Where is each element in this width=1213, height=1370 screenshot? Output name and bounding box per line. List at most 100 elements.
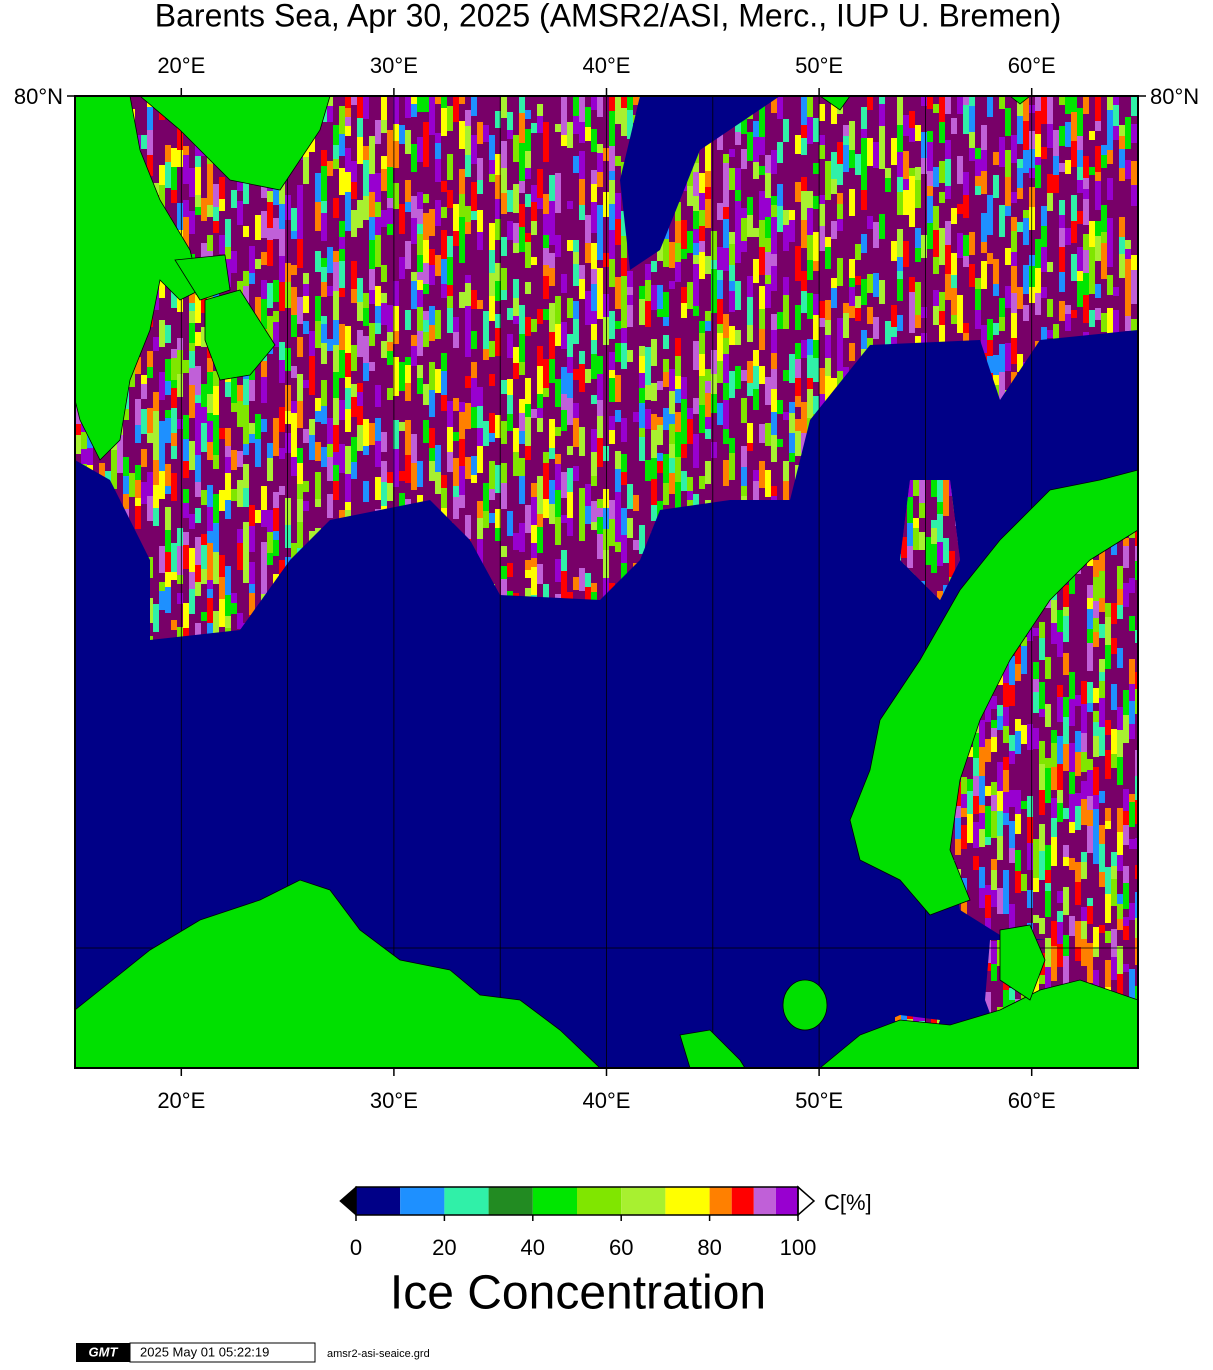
ice-cell (489, 223, 495, 250)
ice-cell (225, 552, 231, 566)
ice-cell (471, 220, 477, 242)
ice-cell (195, 582, 201, 596)
ice-cell (219, 599, 225, 627)
ice-cell (531, 430, 537, 458)
ice-cell (537, 96, 543, 104)
ice-cell (609, 96, 615, 111)
ice-cell (411, 309, 417, 323)
ice-cell (717, 270, 723, 280)
ice-cell (699, 354, 705, 376)
ice-cell (1047, 211, 1053, 234)
ice-cell (1065, 282, 1071, 305)
ice-cell (795, 281, 801, 305)
ice-cell (381, 265, 387, 282)
ice-cell (519, 305, 525, 334)
ice-cell (561, 188, 567, 210)
ice-cell (1059, 146, 1065, 163)
ice-cell (849, 343, 855, 361)
ice-cell (537, 418, 543, 432)
ice-cell (315, 472, 321, 499)
ice-cell (267, 510, 273, 532)
ice-cell (495, 438, 501, 465)
ice-cell (765, 112, 771, 140)
ice-cell (171, 592, 177, 620)
ice-cell (159, 364, 165, 372)
ice-cell (987, 319, 993, 340)
ice-cell (579, 541, 585, 568)
ice-cell (657, 360, 663, 381)
ice-cell (765, 238, 771, 252)
ice-cell (597, 319, 603, 341)
ice-cell (225, 420, 231, 428)
ice-cell (873, 222, 879, 248)
ice-cell (495, 509, 501, 528)
ice-cell (903, 115, 909, 136)
ice-cell (597, 172, 603, 187)
ice-cell (177, 482, 183, 499)
ice-cell (441, 207, 447, 218)
ice-cell (549, 566, 555, 594)
ice-cell (681, 424, 687, 444)
ice-cell (141, 375, 147, 384)
ice-cell (369, 304, 375, 323)
ice-cell (417, 209, 423, 224)
ice-cell (219, 428, 225, 439)
ice-cell (243, 379, 249, 405)
ice-cell (165, 162, 171, 188)
ice-cell (513, 379, 519, 390)
ice-cell (507, 460, 513, 487)
ice-cell (1077, 224, 1083, 238)
ice-cell (591, 486, 597, 501)
ice-cell (651, 430, 657, 458)
ice-cell (1023, 321, 1029, 333)
ice-cell (549, 96, 555, 119)
ice-cell (195, 565, 201, 582)
ice-cell (867, 307, 873, 324)
ice-cell (735, 454, 741, 470)
ice-cell (825, 138, 831, 161)
ice-cell (519, 375, 525, 399)
ice-cell (597, 187, 603, 205)
ice-cell (369, 269, 375, 290)
ice-cell (819, 121, 825, 135)
ice-cell (411, 463, 417, 490)
ice-cell (453, 432, 459, 441)
ice-cell (549, 504, 555, 524)
ice-cell (243, 542, 249, 557)
ice-cell (855, 276, 861, 285)
ice-cell (297, 185, 303, 212)
ice-cell (303, 481, 309, 492)
ice-cell (567, 271, 573, 298)
ice-cell (435, 310, 441, 339)
ice-cell (105, 449, 111, 471)
ice-cell (705, 342, 711, 369)
ice-cell (315, 287, 321, 296)
ice-cell (501, 360, 507, 380)
ice-cell (945, 127, 951, 140)
ice-cell (177, 122, 183, 150)
ice-cell (555, 213, 561, 226)
ice-cell (645, 385, 651, 400)
ice-cell (615, 492, 621, 515)
ice-cell (501, 557, 507, 566)
ice-cell (795, 407, 801, 419)
ice-cell (669, 458, 675, 473)
ice-cell (177, 584, 183, 593)
ice-cell (513, 504, 519, 533)
ice-cell (147, 351, 153, 367)
ice-cell (441, 466, 447, 475)
ice-cell (267, 481, 273, 496)
ice-cell (777, 290, 783, 301)
ice-cell (615, 402, 621, 410)
ice-cell (273, 311, 279, 322)
ice-cell (483, 199, 489, 227)
ice-cell (651, 310, 657, 339)
ice-cell (525, 129, 531, 151)
ice-cell (525, 570, 531, 578)
ice-cell (957, 96, 963, 114)
ice-cell (333, 398, 339, 425)
ice-cell (603, 123, 609, 132)
ice-cell (735, 168, 741, 178)
ice-cell (141, 348, 147, 375)
ice-cell (435, 200, 441, 226)
